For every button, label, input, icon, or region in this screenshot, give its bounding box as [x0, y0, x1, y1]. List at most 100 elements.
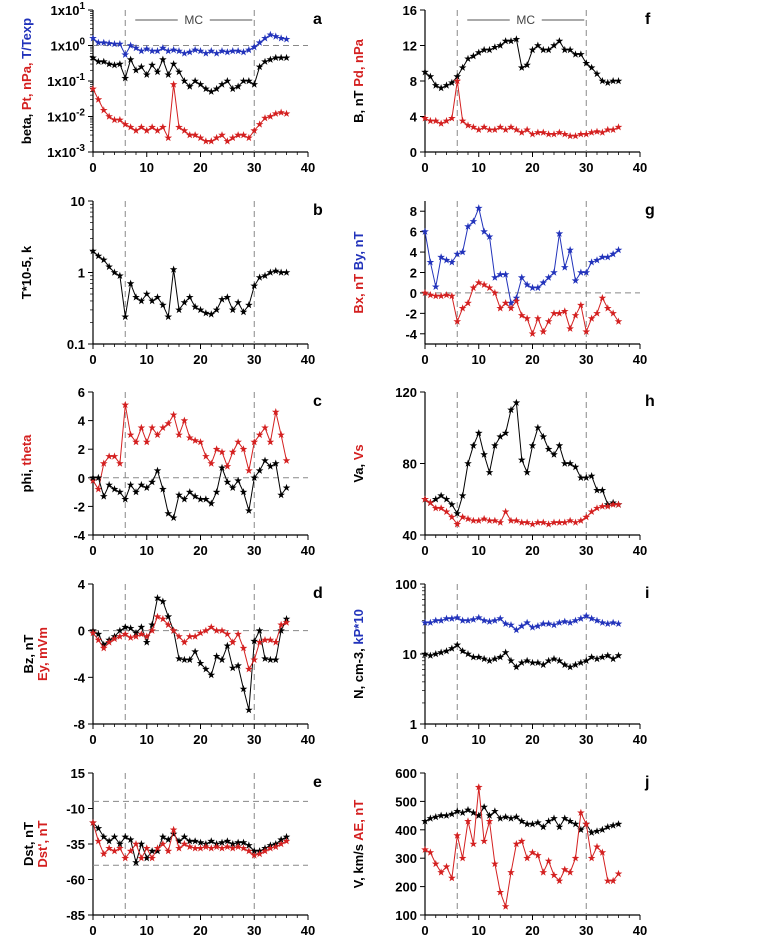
y-tick-label: -60 — [66, 873, 85, 888]
data-point — [550, 654, 558, 663]
data-point — [159, 55, 167, 63]
data-point — [501, 648, 510, 656]
y-tick-label: 10 — [403, 647, 417, 662]
data-point — [550, 130, 558, 138]
data-point — [614, 317, 623, 325]
data-point — [593, 616, 601, 624]
data-point — [474, 516, 483, 524]
data-point — [175, 430, 183, 439]
y-axis-label: V, km/s AE, nT — [351, 800, 366, 889]
data-point — [577, 808, 585, 816]
data-point — [550, 41, 558, 49]
data-point — [582, 513, 591, 521]
data-point — [266, 844, 275, 852]
data-point — [421, 845, 429, 853]
data-point — [245, 133, 253, 142]
data-point — [250, 438, 259, 446]
data-point — [437, 292, 445, 300]
data-point — [485, 468, 494, 476]
data-point — [593, 654, 601, 663]
data-point — [555, 876, 564, 885]
data-point — [501, 299, 510, 307]
data-point — [485, 232, 494, 240]
data-point — [560, 130, 569, 138]
data-point — [234, 82, 242, 90]
data-point — [598, 653, 607, 661]
data-point — [523, 854, 531, 862]
data-point — [282, 837, 291, 845]
data-point — [501, 507, 510, 515]
x-tick-label: 20 — [525, 732, 539, 747]
x-tick-label: 20 — [525, 543, 539, 558]
data-point — [496, 123, 505, 131]
data-point — [148, 123, 156, 131]
data-point — [228, 840, 237, 848]
data-point — [555, 229, 564, 237]
data-point — [175, 67, 183, 76]
data-point — [223, 137, 232, 145]
x-tick-label: 10 — [472, 543, 486, 558]
data-point — [458, 248, 467, 256]
y-axis-label: N, cm-3, kP*10 — [351, 609, 366, 699]
data-point — [421, 288, 429, 297]
data-point — [550, 814, 558, 822]
data-point — [234, 661, 242, 669]
y-axis-label: Bz, nT — [21, 634, 36, 673]
data-point — [534, 128, 542, 136]
data-point — [212, 49, 221, 57]
data-point — [180, 77, 189, 85]
data-point — [99, 57, 108, 65]
data-point — [159, 597, 167, 605]
data-point — [121, 312, 130, 321]
y-axis-label: Dst', nT — [35, 820, 50, 867]
y-tick-label: 15 — [71, 766, 85, 781]
y-tick-label: 1x10-2 — [47, 108, 85, 125]
data-point — [196, 629, 205, 637]
data-point — [180, 298, 189, 306]
data-point — [507, 621, 515, 629]
data-point — [577, 658, 585, 666]
data-point — [474, 653, 483, 661]
data-point — [491, 288, 499, 297]
data-point — [448, 78, 456, 86]
y-axis-label: Bx, nT By, nT — [351, 231, 366, 313]
data-point — [228, 84, 237, 93]
y-tick-label: 1x100 — [51, 37, 86, 54]
data-point — [99, 849, 108, 858]
x-tick-label: 0 — [421, 732, 428, 747]
series-line-bz — [92, 597, 287, 711]
y-tick-label: 100 — [395, 577, 417, 592]
y-tick-label: -2 — [73, 499, 85, 514]
data-point — [89, 34, 97, 42]
data-point — [528, 329, 537, 337]
data-point — [142, 632, 151, 640]
data-point — [207, 310, 216, 318]
data-point — [426, 814, 435, 822]
y-tick-label: 1 — [78, 266, 85, 281]
data-point — [153, 612, 162, 620]
data-point — [99, 106, 108, 114]
data-point — [517, 273, 526, 281]
data-point — [431, 292, 440, 300]
data-point — [110, 485, 119, 493]
data-point — [491, 125, 499, 133]
data-point — [121, 74, 130, 82]
data-point — [496, 432, 505, 440]
data-point — [571, 311, 580, 319]
data-point — [271, 638, 280, 646]
data-point — [94, 485, 103, 493]
data-point — [587, 128, 596, 136]
y-tick-label: 10 — [71, 194, 85, 209]
data-point — [261, 271, 269, 279]
data-point — [239, 77, 248, 85]
data-point — [517, 128, 526, 136]
data-point — [164, 70, 173, 78]
data-point — [196, 438, 205, 446]
data-point — [491, 43, 499, 51]
data-point — [185, 293, 194, 301]
data-point — [228, 844, 237, 852]
data-point — [148, 423, 156, 431]
panel-a: 0 10 20 30 40 1x10-3 1x10-2 1x10-1 1x100 1x101 bet… — [19, 1, 322, 175]
data-point — [159, 832, 167, 841]
